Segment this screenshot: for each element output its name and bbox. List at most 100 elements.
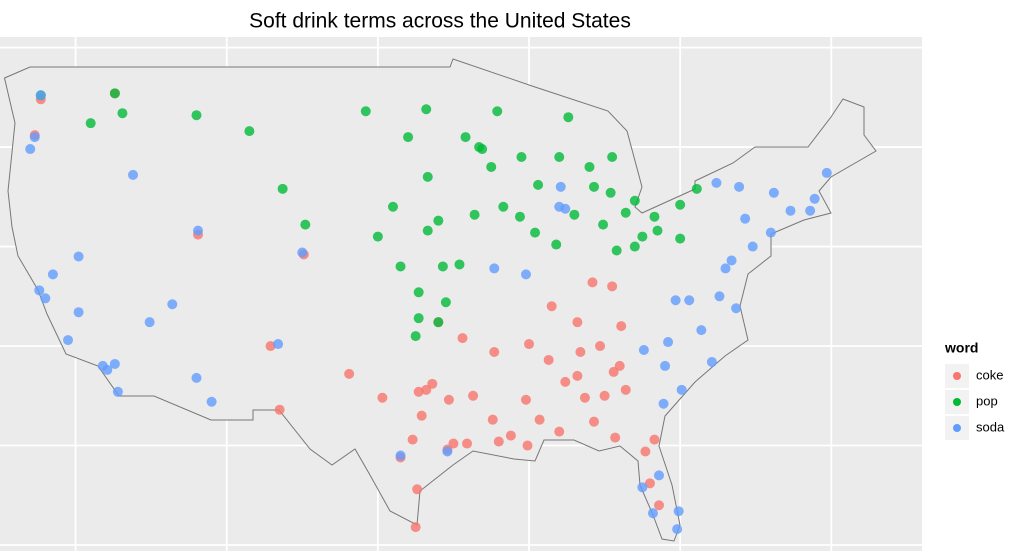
point [128, 169, 139, 180]
point [629, 241, 640, 252]
point [572, 370, 583, 381]
point [410, 522, 421, 533]
point [85, 118, 96, 129]
point [469, 209, 480, 220]
point [462, 438, 473, 449]
point [505, 430, 516, 441]
point [620, 384, 631, 395]
point [422, 225, 433, 236]
point [40, 293, 51, 304]
point [454, 259, 465, 270]
point [614, 360, 625, 371]
point [109, 358, 120, 369]
legend: coke pop soda [945, 364, 1005, 440]
point [740, 213, 751, 224]
point [734, 181, 745, 192]
point [372, 231, 383, 242]
point [579, 392, 590, 403]
point [413, 386, 424, 397]
legend-key [953, 424, 961, 432]
point [47, 269, 58, 280]
point [726, 255, 737, 266]
point [25, 144, 36, 155]
point [73, 307, 84, 318]
point [543, 354, 554, 365]
point [413, 287, 424, 298]
point [477, 144, 488, 155]
point [675, 233, 686, 244]
point [206, 396, 217, 407]
point [747, 241, 758, 252]
point [265, 341, 276, 352]
point [492, 106, 503, 117]
point [443, 394, 454, 405]
point [73, 251, 84, 262]
point [34, 285, 45, 296]
point [647, 508, 658, 519]
point [530, 227, 541, 238]
point [395, 261, 406, 272]
point [416, 410, 427, 421]
point [607, 151, 618, 162]
point [489, 263, 500, 274]
point [805, 205, 816, 216]
point [516, 151, 527, 162]
point [616, 321, 627, 332]
point [575, 347, 586, 358]
point [193, 225, 204, 236]
point [714, 291, 725, 302]
point [785, 205, 796, 216]
point [599, 390, 610, 401]
point [498, 201, 509, 212]
point [620, 207, 631, 218]
point [654, 500, 665, 511]
point [649, 434, 660, 445]
point [300, 219, 311, 230]
point [410, 331, 421, 342]
point [244, 126, 255, 137]
point [412, 484, 423, 495]
point [520, 269, 531, 280]
point [427, 378, 438, 389]
point [595, 341, 606, 352]
point [584, 161, 595, 172]
point [273, 339, 284, 350]
point [572, 317, 583, 328]
point [638, 345, 649, 356]
point [611, 245, 622, 256]
point [489, 347, 500, 358]
point [546, 301, 557, 312]
point [706, 356, 717, 367]
point [731, 303, 742, 314]
point [672, 524, 683, 535]
point [29, 132, 40, 143]
point [413, 313, 424, 324]
point [522, 440, 533, 451]
point [442, 446, 453, 457]
point [493, 436, 504, 447]
point [670, 295, 681, 306]
point [691, 183, 702, 194]
point [589, 416, 600, 427]
point [460, 132, 471, 143]
point [448, 438, 459, 449]
point [440, 297, 451, 308]
legend-key [953, 372, 961, 380]
point [696, 325, 707, 336]
point [437, 261, 448, 272]
point [649, 211, 660, 222]
point [520, 394, 531, 405]
point [551, 239, 562, 250]
legend-key [953, 398, 961, 406]
point [524, 339, 535, 350]
point [274, 404, 285, 415]
point [607, 281, 618, 292]
point [117, 108, 128, 119]
point [658, 398, 669, 409]
point [63, 335, 74, 346]
point [610, 432, 621, 443]
legend-label: pop [976, 393, 998, 408]
point [563, 112, 574, 123]
point [589, 181, 600, 192]
